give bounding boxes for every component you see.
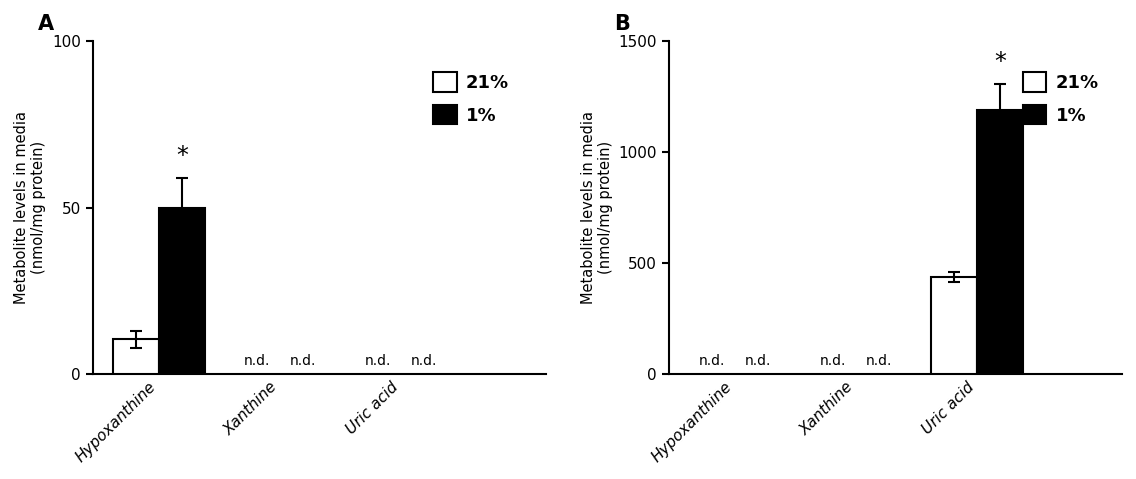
Text: n.d.: n.d.	[290, 354, 316, 368]
Bar	[159, 208, 204, 375]
Text: n.d.: n.d.	[365, 354, 391, 368]
Text: *: *	[994, 50, 1006, 74]
Text: n.d.: n.d.	[699, 354, 726, 368]
Text: n.d.: n.d.	[820, 354, 846, 368]
Y-axis label: Metabolite levels in media
(nmol/mg protein): Metabolite levels in media (nmol/mg prot…	[14, 111, 47, 304]
Bar	[977, 110, 1024, 375]
Text: A: A	[39, 14, 55, 34]
Text: *: *	[176, 144, 187, 168]
Y-axis label: Metabolite levels in media
(nmol/mg protein): Metabolite levels in media (nmol/mg prot…	[580, 111, 613, 304]
Bar	[114, 340, 159, 375]
Legend: 21%, 1%: 21%, 1%	[427, 67, 515, 130]
Text: n.d.: n.d.	[866, 354, 893, 368]
Text: n.d.: n.d.	[244, 354, 270, 368]
Bar	[932, 276, 977, 375]
Text: n.d.: n.d.	[745, 354, 771, 368]
Legend: 21%, 1%: 21%, 1%	[1018, 67, 1104, 130]
Text: B: B	[615, 14, 630, 34]
Text: n.d.: n.d.	[410, 354, 437, 368]
